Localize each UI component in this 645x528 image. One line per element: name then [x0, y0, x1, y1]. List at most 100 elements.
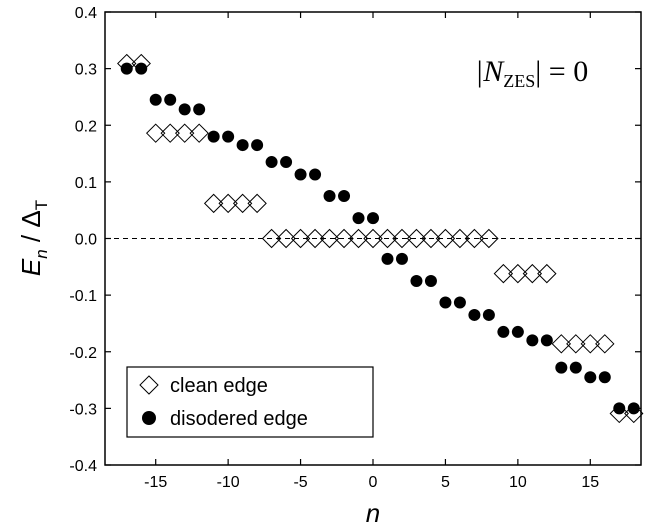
disordered-edge-point: [280, 156, 293, 169]
y-tick-label: 0.1: [75, 175, 97, 192]
disordered-edge-point: [338, 190, 351, 203]
disordered-edge-point: [149, 93, 162, 106]
x-axis-label: n: [366, 498, 380, 528]
disordered-edge-point: [236, 139, 249, 152]
y-tick-label: 0.3: [75, 62, 97, 79]
disordered-edge-point: [497, 325, 510, 338]
clean-edge-point: [117, 53, 137, 74]
disordered-edge-point: [627, 402, 640, 415]
clean-edge-point: [392, 228, 412, 249]
clean-edge-point: [319, 228, 340, 249]
clean-edge-point: [435, 228, 456, 249]
legend-box: [126, 366, 374, 438]
clean-edge-point: [363, 228, 383, 249]
clean-edge-point: [479, 228, 499, 249]
clean-edge-point: [218, 193, 238, 214]
disordered-edge-point: [207, 130, 220, 143]
x-tick-label: 5: [441, 474, 450, 491]
legend-marker-disordered-edge: [142, 411, 156, 425]
clean-edge-point: [595, 334, 615, 354]
disordered-edge-point: [381, 252, 394, 265]
disordered-edge-point: [569, 361, 582, 374]
y-axis-label-main: E: [16, 258, 46, 276]
x-tick-label: -15: [144, 474, 167, 491]
disordered-edge-point: [511, 325, 524, 338]
clean-edge-point: [348, 228, 369, 249]
y-axis-label-sub2: T: [32, 200, 51, 210]
clean-edge-point: [421, 228, 441, 249]
clean-edge-point: [493, 263, 514, 284]
legend: clean edge disodered edge: [126, 366, 374, 438]
clean-edge-point: [131, 53, 151, 74]
y-axis-label-sub: n: [32, 249, 51, 258]
disordered-edge-point: [584, 371, 597, 384]
axis-ticks: -0.4 -0.3 -0.2 -0.1 0.0 0.1 0.2 0.3 0.4 -15 -10 -5 0…: [69, 5, 641, 491]
disordered-edge-point: [164, 93, 177, 106]
disordered-edge-point: [294, 168, 307, 181]
clean-edge-point: [450, 228, 470, 249]
disordered-edge-point: [526, 334, 539, 347]
clean-edge-point: [145, 123, 166, 143]
clean-edge-point: [276, 228, 296, 249]
y-tick-label: -0.3: [69, 401, 97, 418]
clean-edge-point: [247, 193, 267, 214]
clean-edge-point: [160, 123, 180, 143]
clean-edge-point: [261, 228, 282, 249]
disordered-edge-point: [439, 296, 452, 309]
clean-edge-point: [464, 228, 485, 249]
clean-edge-point: [203, 193, 224, 214]
disordered-edge-point: [323, 190, 336, 203]
x-tick-label: -5: [293, 474, 307, 491]
clean-edge-point: [334, 228, 354, 249]
clean-edge-point: [537, 263, 557, 284]
legend-label-disordered-edge: disodered edge: [170, 408, 308, 430]
y-tick-label: -0.4: [69, 458, 97, 475]
clean-edge-point: [508, 263, 528, 284]
clean-edge-point: [566, 334, 586, 354]
disordered-edge-point: [193, 103, 206, 116]
disordered-edge-point: [395, 252, 408, 265]
clean-edge-point: [305, 228, 325, 249]
legend-label-clean-edge: clean edge: [170, 375, 268, 397]
clean-edge-point: [406, 228, 427, 249]
clean-edge-point: [522, 263, 543, 284]
x-tick-label: 0: [369, 474, 378, 491]
clean-edge-point: [377, 228, 398, 249]
disordered-edge-point: [309, 168, 322, 181]
y-tick-label: 0.4: [75, 5, 97, 22]
clean-edge-point: [290, 228, 311, 249]
disordered-edge-point: [468, 308, 481, 321]
legend-marker-clean-edge: [139, 375, 159, 395]
x-tick-label: 10: [509, 474, 527, 491]
zes-annotation-sub: ZES: [503, 71, 535, 91]
disordered-edge-point: [613, 402, 626, 415]
disordered-edge-point: [120, 62, 133, 75]
disordered-edge-point: [352, 212, 365, 225]
clean-edge-point: [189, 123, 209, 143]
clean-edge-point: [174, 123, 195, 143]
x-tick-label: -10: [217, 474, 240, 491]
x-tick-label: 15: [581, 474, 599, 491]
clean-edge-point: [580, 334, 601, 354]
disordered-edge-point: [482, 308, 495, 321]
y-tick-label: -0.2: [69, 345, 97, 362]
clean-edge-point: [232, 193, 253, 214]
disordered-edge-point: [135, 62, 148, 75]
disordered-edge-point: [598, 371, 611, 384]
data-series: [117, 53, 644, 424]
y-axis-label-div: / Δ: [16, 210, 46, 249]
y-tick-label: 0.2: [75, 118, 97, 135]
zes-annotation: |NZES| = 0: [475, 55, 588, 91]
disordered-edge-point: [453, 296, 466, 309]
y-tick-label: -0.1: [69, 288, 97, 305]
y-tick-label: 0.0: [75, 232, 97, 249]
disordered-edge-point: [540, 334, 553, 347]
disordered-edge-point: [555, 361, 568, 374]
zes-annotation-prefix: |N: [475, 55, 505, 88]
clean-edge-point: [624, 403, 644, 424]
disordered-edge-point: [265, 156, 278, 169]
disordered-edge-point: [410, 274, 423, 287]
disordered-edge-point: [424, 274, 437, 287]
disordered-edge-point: [251, 139, 264, 152]
